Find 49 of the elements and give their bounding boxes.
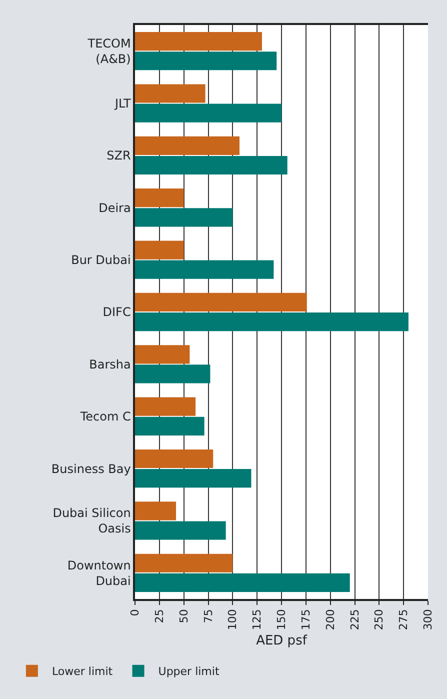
bar	[135, 554, 233, 572]
y-tick-label: JLT	[114, 96, 132, 110]
x-tick-label: 100	[226, 609, 240, 630]
y-tick-label: Bur Dubai	[71, 253, 131, 268]
bar	[135, 260, 274, 279]
bar	[135, 32, 262, 51]
bar	[135, 573, 350, 592]
y-tick-label: Barsha	[89, 357, 131, 372]
bar	[135, 502, 176, 520]
bar	[135, 521, 226, 540]
bar	[135, 136, 240, 155]
bar	[135, 188, 184, 208]
y-tick-label: TECOM (A&B)	[86, 36, 131, 66]
x-tick-label: 125	[250, 609, 264, 630]
x-tick-label: 275	[397, 609, 410, 630]
bar	[135, 84, 206, 103]
y-tick-label: DIFC	[102, 305, 131, 320]
y-tick-label: SZR	[106, 148, 131, 163]
x-tick-label: 200	[324, 609, 337, 630]
legend-label: Lower limit	[52, 665, 114, 678]
bar	[135, 397, 196, 416]
x-tick-label: 250	[372, 609, 386, 630]
x-axis-title: AED psf	[256, 633, 308, 648]
bar	[135, 416, 204, 436]
x-tick-label: 175	[299, 609, 312, 630]
y-tick-label: Dubai Silicon Oasis	[52, 506, 131, 536]
legend-label: Upper limit	[158, 665, 220, 678]
x-tick-label: 50	[177, 609, 190, 624]
bar	[135, 52, 277, 70]
y-tick-label: Business Bay	[51, 462, 131, 476]
y-tick-label: Downtown Dubai	[67, 558, 131, 588]
bar	[135, 364, 210, 384]
bar	[135, 345, 190, 364]
bar	[135, 292, 307, 312]
bar	[135, 104, 282, 122]
bar	[135, 469, 252, 488]
x-tick-label: 225	[348, 609, 362, 630]
bar	[135, 449, 214, 468]
x-tick-label: 300	[422, 609, 435, 630]
bar	[135, 156, 288, 175]
bar	[135, 240, 184, 260]
x-tick-label: 75	[202, 609, 215, 624]
bar	[135, 208, 233, 227]
y-tick-label: Tecom C	[79, 410, 131, 424]
x-tick-label: 0	[128, 609, 142, 616]
bar	[135, 312, 408, 332]
x-tick-label: 25	[152, 609, 166, 624]
x-tick-label: 150	[275, 609, 288, 630]
y-tick-label: Deira	[98, 200, 131, 215]
